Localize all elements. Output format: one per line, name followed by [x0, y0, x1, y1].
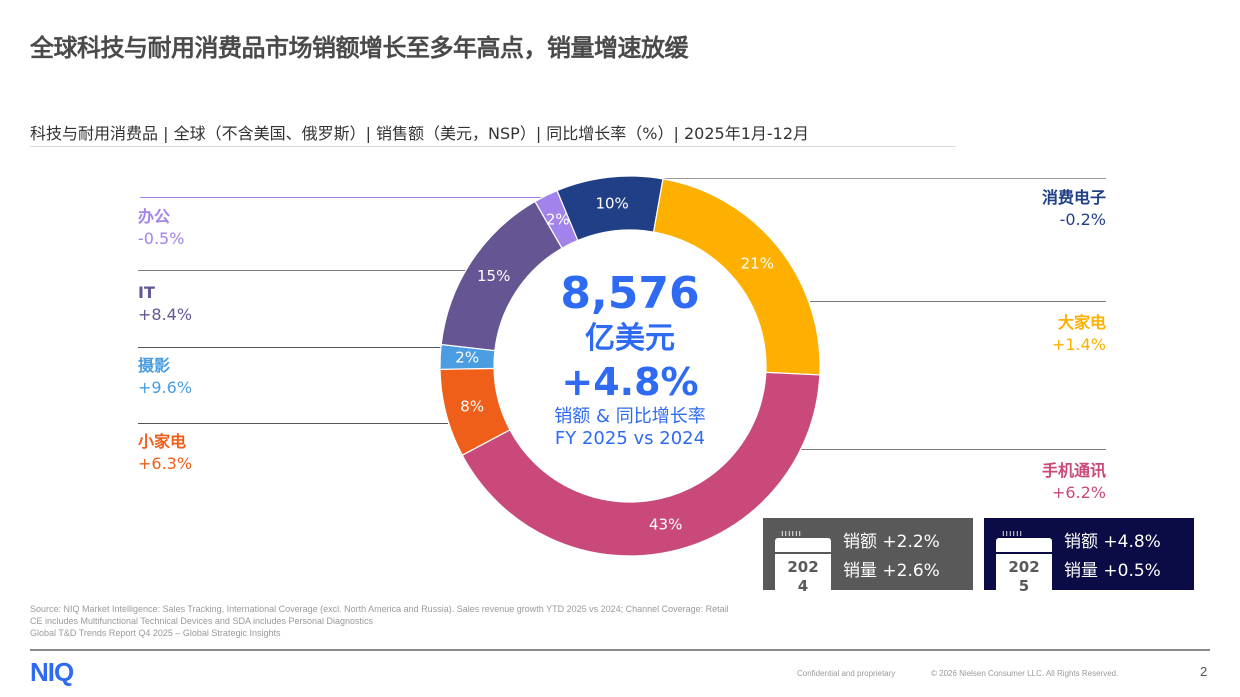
leader-line-it	[138, 270, 466, 271]
callout-name: 消费电子	[1041, 188, 1106, 207]
chart-subtitle: 科技与耐用消费品 | 全球（不含美国、俄罗斯）| 销售额（美元，NSP）| 同比…	[30, 124, 810, 143]
footnote-ce: CE includes Multifunctional Technical De…	[30, 616, 374, 626]
callout-name: 摄影	[138, 356, 171, 375]
donut-slice	[461, 371, 821, 557]
calendar-icon: ıııııı 202 4	[775, 526, 831, 598]
callout-growth: +6.3%	[138, 454, 193, 473]
callout-photo: 摄影 +9.6%	[138, 355, 192, 399]
year-box-2025: ıııııı 202 5 销额 +4.8% 销量 +0.5%	[984, 518, 1194, 598]
slice-share-label: 2%	[455, 349, 479, 367]
footnote-report: Global T&D Trends Report Q4 2025 – Globa…	[30, 628, 281, 638]
center-caption-1: 销额 & 同比增长率	[554, 406, 706, 427]
calendar-rings: ıııııı	[1002, 529, 1024, 539]
year-line-1: 202	[787, 558, 819, 576]
subtitle-divider	[30, 146, 956, 147]
calendar-rings: ıııııı	[781, 529, 803, 539]
copyright-text: © 2026 Nielsen Consumer LLC. All Rights …	[931, 669, 1119, 678]
callout-name: 大家电	[1057, 313, 1106, 332]
center-caption-2: FY 2025 vs 2024	[554, 428, 706, 449]
callout-growth: -0.2%	[1059, 210, 1106, 229]
volume-growth-2024: 销量 +2.6%	[843, 561, 940, 581]
callout-name: 手机通讯	[1041, 461, 1106, 480]
callout-office: 办公 -0.5%	[138, 206, 184, 250]
slice-share-label: 2%	[546, 210, 570, 228]
total-sales-unit: 亿美元	[585, 321, 675, 356]
niq-logo: NIQ	[30, 657, 74, 687]
slice-share-label: 21%	[741, 255, 774, 273]
donut-center: 8,576 亿美元 +4.8% 销额 & 同比增长率 FY 2025 vs 20…	[530, 268, 730, 450]
footnote-source: Source: NIQ Market Intelligence: Sales T…	[30, 604, 729, 614]
slice-share-label: 10%	[595, 194, 628, 212]
leader-line-photo	[138, 347, 442, 348]
year-line-1: 202	[1008, 558, 1040, 576]
callout-name: 办公	[138, 207, 171, 226]
donut-slices	[439, 175, 821, 557]
leader-line-office	[140, 197, 542, 198]
callout-name: 小家电	[138, 432, 187, 451]
footer-divider	[30, 649, 1210, 651]
leader-line-ce	[660, 178, 1106, 179]
callout-name: IT	[138, 283, 155, 302]
slice-share-label: 43%	[649, 516, 682, 534]
sales-growth-2025: 销额 +4.8%	[1064, 532, 1161, 552]
leader-line-telecom	[800, 449, 1106, 450]
volume-growth-2025: 销量 +0.5%	[1064, 561, 1161, 581]
callout-growth: +8.4%	[138, 305, 193, 324]
callout-growth: -0.5%	[138, 229, 185, 248]
slice-share-label: 8%	[460, 397, 484, 415]
total-growth-value: +4.8%	[561, 360, 699, 404]
sales-growth-2024: 销额 +2.2%	[843, 532, 940, 552]
donut-slice-labels: 10% 21% 43% 8% 2% 15% 2%	[455, 194, 774, 533]
year-line-2: 4	[797, 577, 809, 595]
leader-line-sda	[138, 423, 448, 424]
callout-telecom: 手机通讯 +6.2%	[1042, 460, 1106, 504]
callout-growth: +6.2%	[1051, 483, 1106, 502]
callout-growth: +9.6%	[138, 378, 193, 397]
calendar-icon: ıııııı 202 5	[996, 526, 1052, 598]
callout-sda: 小家电 +6.3%	[138, 431, 192, 475]
page-number: 2	[1200, 664, 1208, 679]
callout-growth: +1.4%	[1051, 335, 1106, 354]
year-box-2024: ıııııı 202 4 销额 +2.2% 销量 +2.6%	[763, 518, 973, 598]
slice-share-label: 15%	[477, 267, 510, 285]
page-title: 全球科技与耐用消费品市场销额增长至多年高点，销量增速放缓	[30, 34, 689, 62]
callout-mda: 大家电 +1.4%	[1052, 312, 1106, 356]
year-line-2: 5	[1018, 577, 1030, 595]
confidential-text: Confidential and proprietary	[797, 669, 896, 678]
total-sales-value: 8,576	[560, 268, 700, 319]
leader-line-mda	[810, 301, 1106, 302]
callout-ce: 消费电子 -0.2%	[1042, 187, 1106, 231]
footnotes: Source: NIQ Market Intelligence: Sales T…	[30, 603, 729, 639]
callout-it: IT +8.4%	[138, 282, 192, 326]
donut-slice	[534, 189, 579, 250]
